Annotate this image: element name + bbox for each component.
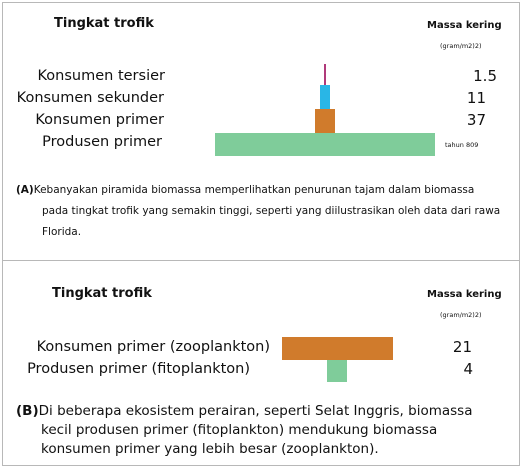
panel-b-caption-line-3: konsumen primer yang lebih besar (zoopla… [16,441,379,457]
bar-phytoplankton [327,360,347,382]
level-label-phytoplankton: Produsen primer (fitoplankton) [27,361,250,377]
bar-primary-consumer [315,109,335,133]
producer-year-note: tahun 809 [445,141,478,149]
level-value-phytoplankton: 4 [463,360,473,378]
panel-b-caption-line-1: Di beberapa ekosistem perairan, seperti … [39,403,473,419]
panel-b-mass-heading: Massa kering [427,289,502,300]
level-value-primary-consumer: 37 [467,111,486,129]
panel-a-caption: (A)Kebanyakan piramida biomassa memperli… [16,180,500,243]
bar-tertiary-consumer [324,64,326,85]
panel-a-caption-letter: (A) [16,184,34,196]
panel-a-unit: (gram/m2)2) [440,42,482,50]
panel-a-mass-heading: Massa kering [427,20,502,31]
panel-a-caption-line-1: Kebanyakan piramida biomassa memperlihat… [34,184,475,196]
panel-a-heading: Tingkat trofik [54,16,154,31]
level-label-producer: Produsen primer [42,134,162,150]
level-value-secondary: 11 [467,89,486,107]
panel-divider [2,260,520,261]
level-value-zooplankton: 21 [453,338,472,356]
panel-b-unit: (gram/m2)2) [440,311,482,319]
bar-secondary-consumer [320,85,330,109]
level-label-primary-consumer: Konsumen primer [35,112,164,128]
panel-a-caption-line-2: pada tingkat trofik yang semakin tinggi,… [16,205,500,217]
panel-b-caption-line-2: kecil produsen primer (fitoplankton) men… [16,422,437,438]
panel-b-heading: Tingkat trofik [52,286,152,301]
panel-a-caption-line-3: Florida. [16,226,81,238]
level-label-zooplankton: Konsumen primer (zooplankton) [37,339,270,355]
level-value-tertiary: 1.5 [473,67,497,85]
bar-zooplankton [282,337,393,360]
level-label-tertiary: Konsumen tersier [38,68,165,84]
level-label-secondary: Konsumen sekunder [17,90,164,106]
panel-b-caption: (B)Di beberapa ekosistem perairan, seper… [16,402,472,459]
panel-b-caption-letter: (B) [16,403,39,419]
bar-primary-producer [215,133,435,156]
